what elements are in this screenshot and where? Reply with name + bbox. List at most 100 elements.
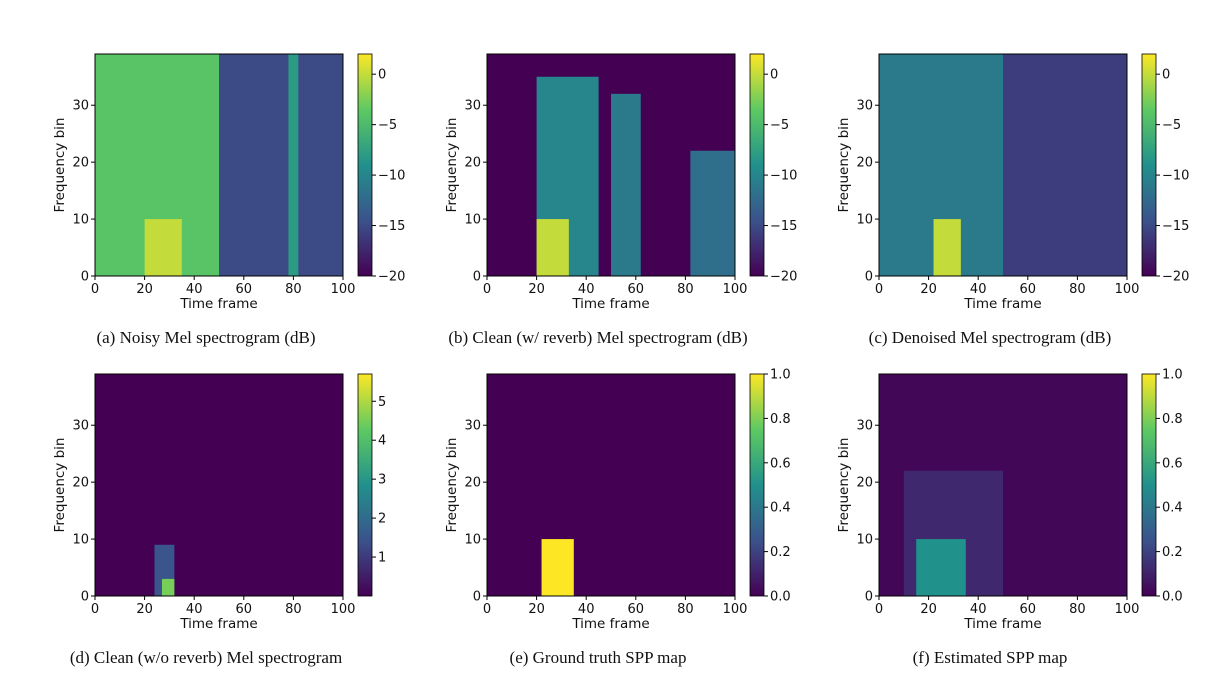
x-tick-label: 100 <box>331 282 356 297</box>
colorbar-tick-label: −10 <box>378 169 405 184</box>
colorbar-tick-label: −20 <box>378 270 405 285</box>
y-axis-label: Frequency bin <box>444 438 460 533</box>
x-tick-label: 60 <box>1020 282 1037 297</box>
y-axis-label: Frequency bin <box>444 118 460 213</box>
panel-b: 0 20 40 60 80 100 0 10 20 30 Time frame Frequency b… <box>412 40 797 360</box>
y-tick-label: 10 <box>72 213 89 228</box>
y-tick-label: 30 <box>72 419 89 434</box>
colorbar-tick-label: −15 <box>378 219 405 234</box>
x-tick-label: 20 <box>528 282 545 297</box>
heatmap-region-a-3 <box>144 219 182 276</box>
y-tick-label: 20 <box>856 156 873 171</box>
y-tick-label: 30 <box>72 99 89 114</box>
heatmap-region-d-2 <box>161 578 175 596</box>
heatmap-b: 0 20 40 60 80 100 0 10 20 30 Time frame Frequency b… <box>444 53 797 312</box>
heatmap-region-c-2 <box>933 219 961 276</box>
x-tick-label: 40 <box>186 602 203 617</box>
x-tick-label: 80 <box>677 602 694 617</box>
colorbar-tick-label: −15 <box>770 219 797 234</box>
heatmap-d: 0 20 40 60 80 100 0 10 20 30 Time frame Frequency b… <box>52 373 386 632</box>
x-tick-label: 60 <box>628 602 645 617</box>
x-tick-label: 0 <box>875 602 883 617</box>
colorbar-tick-label: −20 <box>770 270 797 285</box>
colorbar-tick-label: −10 <box>770 169 797 184</box>
colorbar-tick-label: 0.0 <box>1162 590 1183 605</box>
y-tick-label: 20 <box>72 476 89 491</box>
x-tick-label: 40 <box>970 282 987 297</box>
heatmap-region-a-1 <box>219 54 343 276</box>
x-tick-label: 20 <box>920 282 937 297</box>
colorbar-tick-label: 4 <box>378 434 386 449</box>
x-tick-label: 100 <box>1115 282 1140 297</box>
y-tick-label: 0 <box>473 590 481 605</box>
y-tick-label: 10 <box>856 213 873 228</box>
x-tick-label: 20 <box>136 282 153 297</box>
heatmap-region-b-2 <box>611 93 641 276</box>
heatmap-region-e-1 <box>541 539 574 596</box>
y-tick-label: 30 <box>464 99 481 114</box>
y-tick-label: 0 <box>473 270 481 285</box>
colorbar-tick-label: 0.4 <box>770 501 791 516</box>
x-tick-label: 0 <box>483 602 491 617</box>
x-tick-label: 40 <box>578 602 595 617</box>
panel-a: 0 20 40 60 80 100 0 10 20 30 Time frame Frequency b… <box>20 40 405 360</box>
x-tick-label: 20 <box>528 602 545 617</box>
plot-frame <box>94 53 344 277</box>
colorbar-tick-label: −5 <box>378 118 397 133</box>
x-axis-label: Time frame <box>963 296 1041 312</box>
colorbar-tick-label: 2 <box>378 512 386 527</box>
x-tick-label: 0 <box>91 282 99 297</box>
colorbar <box>357 373 373 597</box>
x-axis-label: Time frame <box>179 296 257 312</box>
x-tick-label: 100 <box>723 282 748 297</box>
caption-d: (d) Clean (w/o reverb) Mel spectrogram <box>69 648 343 667</box>
colorbar-tick-label: 0 <box>378 68 386 83</box>
panel-d: 0 20 40 60 80 100 0 10 20 30 Time frame Frequency b… <box>20 360 392 680</box>
y-tick-label: 20 <box>464 156 481 171</box>
heatmap-region-e-0 <box>487 374 735 596</box>
x-tick-label: 0 <box>875 282 883 297</box>
x-tick-label: 80 <box>285 282 302 297</box>
colorbar-tick-label: −10 <box>1162 169 1189 184</box>
x-tick-label: 60 <box>236 282 253 297</box>
caption-e: (e) Ground truth SPP map <box>509 648 687 667</box>
colorbar <box>1141 373 1157 597</box>
colorbar-tick-label: −20 <box>1162 270 1189 285</box>
panel-f: 0 20 40 60 80 100 0 10 20 30 Time frame Frequency b… <box>804 360 1183 680</box>
plot-frame <box>878 373 1128 597</box>
colorbar <box>1141 53 1157 277</box>
colorbar-tick-label: 0.8 <box>1162 412 1183 427</box>
y-tick-label: 20 <box>856 476 873 491</box>
colorbar-tick-label: −5 <box>1162 118 1181 133</box>
x-tick-label: 100 <box>723 602 748 617</box>
caption-c: (c) Denoised Mel spectrogram (dB) <box>868 328 1112 347</box>
x-tick-label: 60 <box>628 282 645 297</box>
heatmap-a: 0 20 40 60 80 100 0 10 20 30 Time frame Frequency b… <box>52 53 405 312</box>
colorbar-tick-label: 3 <box>378 473 386 488</box>
x-tick-label: 100 <box>331 602 356 617</box>
colorbar <box>749 53 765 277</box>
heatmap-c: 0 20 40 60 80 100 0 10 20 30 Time frame Frequency b… <box>836 53 1189 312</box>
x-axis-label: Time frame <box>571 616 649 632</box>
x-axis-label: Time frame <box>963 616 1041 632</box>
heatmap-e: 0 20 40 60 80 100 0 10 20 30 Time frame Frequency b… <box>444 368 791 633</box>
caption-b: (b) Clean (w/ reverb) Mel spectrogram (d… <box>448 328 748 347</box>
x-tick-label: 20 <box>920 602 937 617</box>
y-axis-label: Frequency bin <box>836 118 852 213</box>
plot-frame <box>486 373 736 597</box>
colorbar-tick-label: 0.6 <box>1162 456 1183 471</box>
colorbar-tick-label: 0.6 <box>770 456 791 471</box>
heatmap-region-f-2 <box>916 539 966 596</box>
y-tick-label: 30 <box>856 99 873 114</box>
panel-e: 0 20 40 60 80 100 0 10 20 30 Time frame Frequency b… <box>412 360 791 680</box>
colorbar-tick-label: 0 <box>1162 68 1170 83</box>
plot-frame <box>94 373 344 597</box>
y-tick-label: 10 <box>464 533 481 548</box>
panel-c: 0 20 40 60 80 100 0 10 20 30 Time frame Frequency b… <box>804 40 1189 360</box>
x-tick-label: 100 <box>1115 602 1140 617</box>
heatmap-f: 0 20 40 60 80 100 0 10 20 30 Time frame Frequency b… <box>836 368 1183 633</box>
x-tick-label: 40 <box>970 602 987 617</box>
colorbar-tick-label: 0.2 <box>770 545 791 560</box>
x-tick-label: 60 <box>236 602 253 617</box>
y-tick-label: 20 <box>464 476 481 491</box>
